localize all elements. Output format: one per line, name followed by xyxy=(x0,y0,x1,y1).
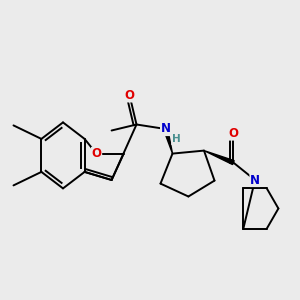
Text: N: N xyxy=(250,173,260,187)
Text: N: N xyxy=(160,122,171,136)
Text: O: O xyxy=(124,89,135,102)
Text: H: H xyxy=(172,134,181,145)
Text: O: O xyxy=(228,127,239,140)
Text: O: O xyxy=(92,147,102,161)
Polygon shape xyxy=(204,151,234,164)
Polygon shape xyxy=(164,128,172,154)
